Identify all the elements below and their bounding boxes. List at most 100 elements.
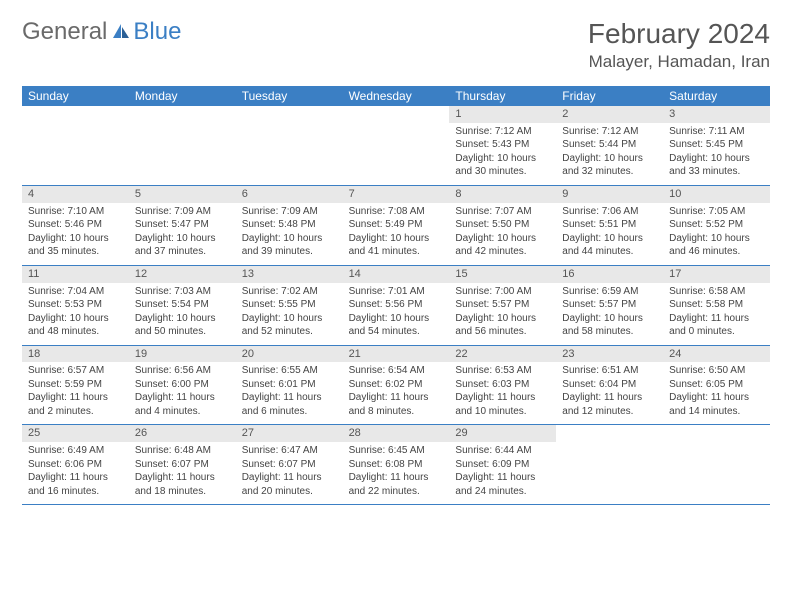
sunset-text: Sunset: 6:09 PM: [455, 458, 550, 472]
empty-cell: [129, 106, 236, 185]
sunrise-text: Sunrise: 7:07 AM: [455, 205, 550, 219]
daylight-text: Daylight: 11 hours and 16 minutes.: [28, 471, 123, 498]
daylight-text: Daylight: 11 hours and 24 minutes.: [455, 471, 550, 498]
daylight-text: Daylight: 10 hours and 56 minutes.: [455, 312, 550, 339]
sunrise-text: Sunrise: 7:12 AM: [562, 125, 657, 139]
day-number: 2: [556, 106, 663, 123]
sunrise-text: Sunrise: 6:57 AM: [28, 364, 123, 378]
day-cell: 23Sunrise: 6:51 AMSunset: 6:04 PMDayligh…: [556, 346, 663, 425]
week-row: 11Sunrise: 7:04 AMSunset: 5:53 PMDayligh…: [22, 266, 770, 346]
sunset-text: Sunset: 6:08 PM: [349, 458, 444, 472]
day-cell: 1Sunrise: 7:12 AMSunset: 5:43 PMDaylight…: [449, 106, 556, 185]
sunrise-text: Sunrise: 6:49 AM: [28, 444, 123, 458]
day-cell: 14Sunrise: 7:01 AMSunset: 5:56 PMDayligh…: [343, 266, 450, 345]
day-number: 24: [663, 346, 770, 363]
day-number: 4: [22, 186, 129, 203]
daylight-text: Daylight: 10 hours and 46 minutes.: [669, 232, 764, 259]
day-header-cell: Wednesday: [343, 86, 450, 106]
sunset-text: Sunset: 6:03 PM: [455, 378, 550, 392]
empty-cell: [22, 106, 129, 185]
sunrise-text: Sunrise: 7:06 AM: [562, 205, 657, 219]
header: General Blue February 2024 Malayer, Hama…: [22, 18, 770, 72]
day-number: 13: [236, 266, 343, 283]
day-number: 26: [129, 425, 236, 442]
sunset-text: Sunset: 5:57 PM: [562, 298, 657, 312]
sunset-text: Sunset: 5:45 PM: [669, 138, 764, 152]
day-number: 28: [343, 425, 450, 442]
daylight-text: Daylight: 10 hours and 44 minutes.: [562, 232, 657, 259]
week-row: 1Sunrise: 7:12 AMSunset: 5:43 PMDaylight…: [22, 106, 770, 186]
sunset-text: Sunset: 5:59 PM: [28, 378, 123, 392]
sunrise-text: Sunrise: 6:53 AM: [455, 364, 550, 378]
sunset-text: Sunset: 5:47 PM: [135, 218, 230, 232]
daylight-text: Daylight: 10 hours and 37 minutes.: [135, 232, 230, 259]
day-header-cell: Thursday: [449, 86, 556, 106]
logo-text-1: General: [22, 18, 107, 46]
sunset-text: Sunset: 6:05 PM: [669, 378, 764, 392]
day-number: 23: [556, 346, 663, 363]
sunset-text: Sunset: 5:52 PM: [669, 218, 764, 232]
sunrise-text: Sunrise: 6:55 AM: [242, 364, 337, 378]
empty-cell: [556, 425, 663, 504]
daylight-text: Daylight: 10 hours and 54 minutes.: [349, 312, 444, 339]
daylight-text: Daylight: 11 hours and 6 minutes.: [242, 391, 337, 418]
day-number: 5: [129, 186, 236, 203]
day-number: 29: [449, 425, 556, 442]
daylight-text: Daylight: 11 hours and 0 minutes.: [669, 312, 764, 339]
daylight-text: Daylight: 10 hours and 30 minutes.: [455, 152, 550, 179]
week-row: 4Sunrise: 7:10 AMSunset: 5:46 PMDaylight…: [22, 186, 770, 266]
day-cell: 8Sunrise: 7:07 AMSunset: 5:50 PMDaylight…: [449, 186, 556, 265]
sunset-text: Sunset: 5:44 PM: [562, 138, 657, 152]
sunrise-text: Sunrise: 7:04 AM: [28, 285, 123, 299]
sunrise-text: Sunrise: 7:11 AM: [669, 125, 764, 139]
sunset-text: Sunset: 5:55 PM: [242, 298, 337, 312]
day-number: 15: [449, 266, 556, 283]
sunrise-text: Sunrise: 6:54 AM: [349, 364, 444, 378]
sunrise-text: Sunrise: 6:58 AM: [669, 285, 764, 299]
sunset-text: Sunset: 5:53 PM: [28, 298, 123, 312]
day-number: 12: [129, 266, 236, 283]
day-cell: 25Sunrise: 6:49 AMSunset: 6:06 PMDayligh…: [22, 425, 129, 504]
day-number: 7: [343, 186, 450, 203]
day-cell: 18Sunrise: 6:57 AMSunset: 5:59 PMDayligh…: [22, 346, 129, 425]
logo-sail-icon: [111, 22, 131, 42]
day-cell: 27Sunrise: 6:47 AMSunset: 6:07 PMDayligh…: [236, 425, 343, 504]
location: Malayer, Hamadan, Iran: [588, 52, 770, 72]
day-cell: 6Sunrise: 7:09 AMSunset: 5:48 PMDaylight…: [236, 186, 343, 265]
sunset-text: Sunset: 5:50 PM: [455, 218, 550, 232]
daylight-text: Daylight: 11 hours and 14 minutes.: [669, 391, 764, 418]
daylight-text: Daylight: 10 hours and 52 minutes.: [242, 312, 337, 339]
day-cell: 12Sunrise: 7:03 AMSunset: 5:54 PMDayligh…: [129, 266, 236, 345]
sunset-text: Sunset: 5:46 PM: [28, 218, 123, 232]
daylight-text: Daylight: 11 hours and 18 minutes.: [135, 471, 230, 498]
sunrise-text: Sunrise: 6:56 AM: [135, 364, 230, 378]
day-header-cell: Monday: [129, 86, 236, 106]
sunrise-text: Sunrise: 6:44 AM: [455, 444, 550, 458]
day-cell: 11Sunrise: 7:04 AMSunset: 5:53 PMDayligh…: [22, 266, 129, 345]
day-cell: 3Sunrise: 7:11 AMSunset: 5:45 PMDaylight…: [663, 106, 770, 185]
daylight-text: Daylight: 11 hours and 2 minutes.: [28, 391, 123, 418]
day-header-cell: Tuesday: [236, 86, 343, 106]
daylight-text: Daylight: 10 hours and 42 minutes.: [455, 232, 550, 259]
daylight-text: Daylight: 10 hours and 39 minutes.: [242, 232, 337, 259]
day-cell: 20Sunrise: 6:55 AMSunset: 6:01 PMDayligh…: [236, 346, 343, 425]
day-cell: 17Sunrise: 6:58 AMSunset: 5:58 PMDayligh…: [663, 266, 770, 345]
sunset-text: Sunset: 6:04 PM: [562, 378, 657, 392]
logo: General Blue: [22, 18, 181, 46]
daylight-text: Daylight: 11 hours and 12 minutes.: [562, 391, 657, 418]
day-number: 6: [236, 186, 343, 203]
sunset-text: Sunset: 5:43 PM: [455, 138, 550, 152]
day-cell: 9Sunrise: 7:06 AMSunset: 5:51 PMDaylight…: [556, 186, 663, 265]
day-cell: 26 Sunrise: 6:48 AMSunset: 6:07 PMDayligh…: [129, 425, 236, 504]
empty-cell: [343, 106, 450, 185]
sunset-text: Sunset: 6:07 PM: [135, 458, 230, 472]
sunrise-text: Sunrise: 6:48 AM: [135, 444, 230, 458]
sunset-text: Sunset: 5:48 PM: [242, 218, 337, 232]
day-header-row: SundayMondayTuesdayWednesdayThursdayFrid…: [22, 86, 770, 106]
daylight-text: Daylight: 10 hours and 33 minutes.: [669, 152, 764, 179]
sunset-text: Sunset: 5:49 PM: [349, 218, 444, 232]
day-number: 10: [663, 186, 770, 203]
calendar: SundayMondayTuesdayWednesdayThursdayFrid…: [22, 86, 770, 505]
day-header-cell: Sunday: [22, 86, 129, 106]
day-number: 17: [663, 266, 770, 283]
